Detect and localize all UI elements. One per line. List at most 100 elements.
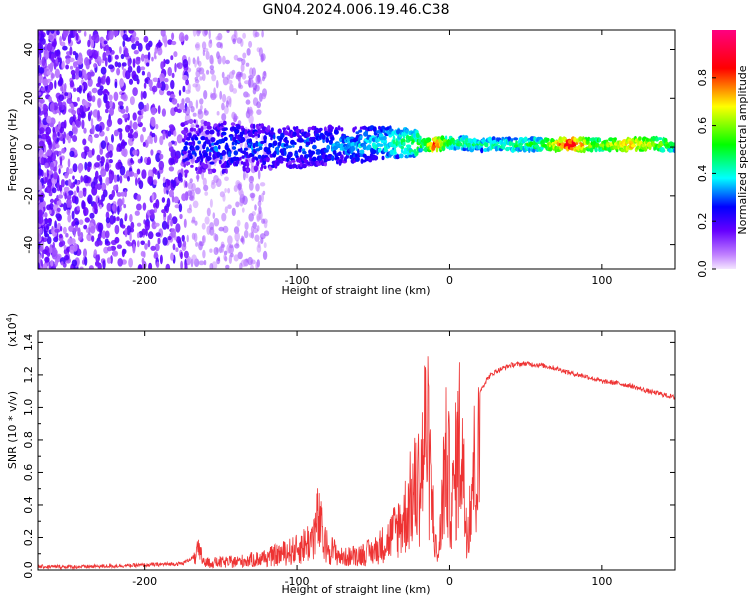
heatmap-cell: [101, 182, 107, 192]
heatmap-cell: [76, 185, 80, 193]
heatmap-cell: [48, 34, 54, 41]
spectrogram-frame: [37, 29, 676, 270]
colorbar: 0.0 0.2 0.4 0.6 0.8 Normalized spectral ampl…: [696, 30, 749, 278]
heatmap-cell: [382, 135, 387, 141]
heatmap-cell: [205, 129, 210, 135]
colorbar-ticks: 0.0 0.2 0.4 0.6 0.8: [696, 69, 716, 278]
heatmap-cell: [41, 241, 45, 246]
heatmap-cell: [223, 127, 228, 131]
heatmap-cell: [140, 90, 144, 101]
heatmap-cell: [72, 163, 78, 173]
heatmap-cell: [41, 56, 46, 67]
heatmap-cell: [148, 169, 153, 178]
heatmap-cell: [44, 212, 48, 218]
heatmap-cell: [142, 202, 147, 211]
heatmap-cell: [79, 104, 84, 114]
heatmap-cell: [150, 245, 156, 251]
heatmap-cell: [201, 41, 207, 50]
heatmap-cell: [263, 165, 267, 170]
heatmap-cell: [87, 39, 91, 48]
heatmap-cell: [123, 204, 127, 209]
heatmap-cell: [100, 66, 107, 75]
heatmap-cell: [73, 227, 76, 238]
heatmap-cell: [231, 207, 236, 217]
heatmap-cell: [213, 175, 219, 183]
heatmap-cell: [175, 247, 179, 252]
heatmap-cell: [122, 148, 128, 158]
heatmap-cell: [257, 154, 262, 159]
heatmap-cell: [165, 263, 171, 269]
heatmap-cell: [195, 145, 200, 151]
heatmap-cell: [135, 56, 141, 65]
heatmap-cell: [104, 162, 110, 172]
heatmap-cell: [426, 137, 432, 143]
heatmap-cell: [130, 36, 136, 44]
heatmap-cell: [198, 143, 203, 152]
heatmap-cell: [225, 264, 230, 269]
heatmap-cell: [113, 30, 119, 37]
heatmap-cell: [162, 237, 168, 246]
heatmap-cell: [257, 200, 262, 207]
heatmap-cell: [355, 145, 358, 152]
heatmap-cell: [570, 147, 574, 151]
heatmap-cell: [170, 228, 176, 238]
heatmap-cell: [149, 209, 155, 215]
heatmap-cell: [171, 72, 175, 79]
heatmap-cell: [248, 40, 253, 48]
heatmap-cell: [178, 203, 183, 213]
heatmap-cell: [247, 256, 253, 266]
heatmap-cell: [578, 136, 583, 142]
heatmap-cell: [239, 190, 245, 198]
heatmap-cell: [166, 90, 172, 96]
heatmap-cell: [210, 93, 217, 101]
heatmap-cell: [489, 147, 493, 151]
heatmap-cell: [58, 164, 63, 169]
heatmap-cell: [45, 185, 52, 194]
heatmap-cell: [209, 161, 215, 165]
heatmap-cell: [114, 54, 119, 60]
heatmap-cell: [72, 175, 75, 180]
heatmap-cell: [613, 137, 617, 141]
heatmap-cell: [357, 148, 360, 155]
heatmap-cell: [184, 262, 188, 269]
heatmap-cell: [101, 230, 107, 239]
heatmap-cell: [66, 209, 71, 216]
heatmap-cell: [125, 240, 131, 245]
heatmap-cell: [92, 50, 99, 60]
heatmap-cell: [343, 146, 349, 150]
spectrogram-y-label: Frequency (Hz): [6, 109, 19, 192]
heatmap-cell: [211, 168, 217, 174]
heatmap-cell: [392, 135, 396, 141]
heatmap-cell: [183, 127, 188, 131]
heatmap-cell: [56, 207, 61, 212]
heatmap-cell: [190, 157, 195, 165]
heatmap-cell: [245, 62, 250, 67]
heatmap-cell: [195, 167, 198, 172]
heatmap-cell: [223, 136, 228, 142]
colorbar-tick-label: 0.8: [696, 69, 709, 87]
heatmap-cell: [237, 183, 242, 191]
heatmap-cell: [39, 227, 43, 234]
heatmap-cell: [189, 178, 193, 184]
heatmap-cell: [267, 125, 271, 130]
heatmap-cell: [113, 91, 119, 102]
heatmap-cell: [181, 130, 187, 135]
heatmap-cell: [151, 56, 154, 62]
heatmap-cell: [216, 41, 222, 49]
heatmap-cell: [513, 137, 519, 141]
heatmap-cell: [173, 106, 178, 113]
heatmap-cell: [62, 45, 68, 51]
heatmap-cell: [273, 140, 277, 147]
heatmap-cell: [74, 149, 78, 156]
heatmap-cell: [315, 151, 321, 155]
heatmap-cell: [261, 218, 266, 224]
heatmap-cell: [318, 127, 323, 132]
heatmap-cell: [227, 79, 233, 85]
heatmap-cell: [54, 80, 57, 89]
heatmap-cell: [38, 253, 41, 261]
heatmap-cell: [462, 147, 467, 152]
heatmap-cell: [200, 136, 206, 141]
heatmap-cell: [96, 154, 101, 161]
heatmap-cell: [79, 266, 84, 269]
heatmap-cell: [415, 132, 420, 139]
